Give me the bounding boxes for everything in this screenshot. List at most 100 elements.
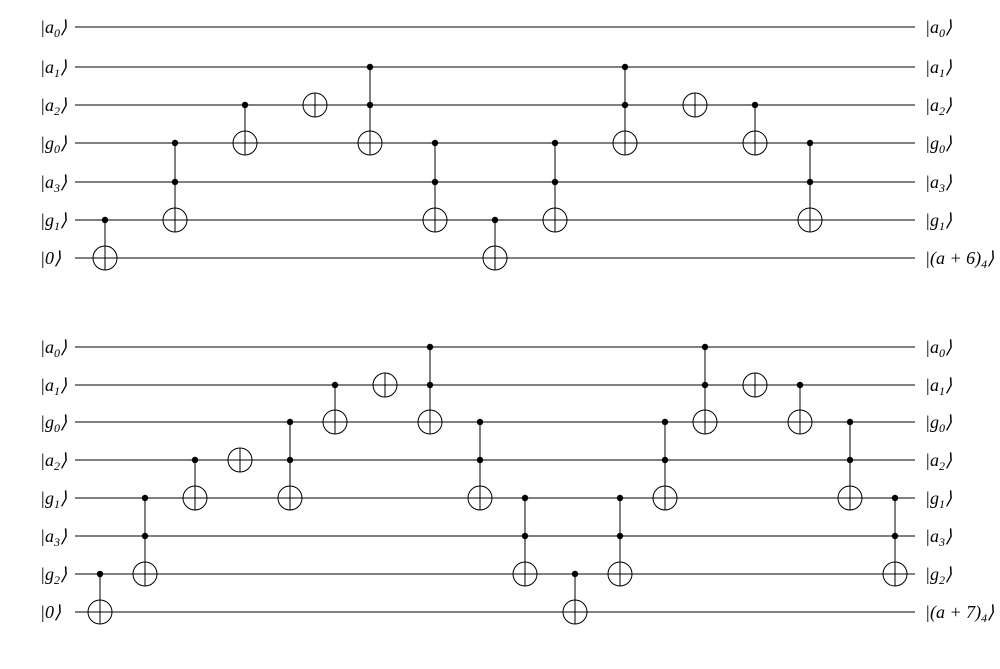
- label-in-z: |0⟩: [40, 248, 61, 268]
- label-in-g1: |g1⟩: [40, 488, 67, 511]
- gate-2: [233, 102, 257, 155]
- gate-14: [743, 373, 767, 397]
- quantum-circuit-diagram: |a0⟩ |a0⟩ |a1⟩ |a1⟩ |a2⟩ |a2⟩ |g0⟩ |g0⟩ |a3⟩ |a3⟩…: [0, 0, 1000, 669]
- control-dot: [142, 533, 148, 539]
- gate-11: [608, 495, 632, 586]
- gate-4: [358, 64, 382, 155]
- gate-2: [183, 457, 207, 510]
- label-out-a2: |a2⟩: [925, 450, 952, 473]
- label-out-g0: |g0⟩: [925, 412, 952, 435]
- control-dot: [702, 344, 708, 350]
- label-in-a1: |a1⟩: [40, 57, 67, 80]
- control-dot: [752, 102, 758, 108]
- control-dot: [102, 217, 108, 223]
- control-dot: [552, 140, 558, 146]
- label-in-a2: |a2⟩: [40, 95, 67, 118]
- control-dot: [662, 457, 668, 463]
- label-in-z: |0⟩: [40, 602, 61, 622]
- control-dot: [807, 140, 813, 146]
- control-dot: [622, 102, 628, 108]
- gate-7: [543, 140, 567, 232]
- control-dot: [522, 495, 528, 501]
- control-dot: [892, 495, 898, 501]
- label-in-g1: |g1⟩: [40, 210, 67, 233]
- control-dot: [477, 419, 483, 425]
- gate-0: [93, 217, 117, 270]
- circuit-a-plus-7: [75, 344, 915, 624]
- gate-7: [418, 344, 442, 434]
- control-dot: [847, 419, 853, 425]
- control-dot: [847, 457, 853, 463]
- control-dot: [287, 457, 293, 463]
- label-out-g1: |g1⟩: [925, 488, 952, 511]
- control-dot: [287, 419, 293, 425]
- gate-1: [133, 495, 157, 586]
- label-in-g0: |g0⟩: [40, 412, 67, 435]
- control-dot: [367, 102, 373, 108]
- gate-1: [163, 140, 187, 232]
- label-in-a3: |a3⟩: [40, 526, 67, 549]
- gate-16: [838, 419, 862, 510]
- label-out-g0: |g0⟩: [925, 133, 952, 156]
- gate-15: [788, 382, 812, 434]
- gate-8: [468, 419, 492, 510]
- control-dot: [477, 457, 483, 463]
- gate-6: [373, 373, 397, 397]
- label-out-a3: |a3⟩: [925, 172, 952, 195]
- gate-4: [278, 419, 302, 510]
- gate-3: [303, 93, 327, 117]
- control-dot: [172, 140, 178, 146]
- label-out-a0: |a0⟩: [925, 17, 952, 40]
- gate-10: [563, 571, 587, 624]
- label-in-g0: |g0⟩: [40, 133, 67, 156]
- control-dot: [427, 344, 433, 350]
- label-out-a2: |a2⟩: [925, 95, 952, 118]
- label-in-a3: |a3⟩: [40, 172, 67, 195]
- label-out-g2: |g2⟩: [925, 564, 952, 587]
- gate-0: [88, 571, 112, 624]
- gate-13: [693, 344, 717, 434]
- gate-12: [653, 419, 677, 510]
- gate-5: [323, 382, 347, 434]
- control-dot: [807, 179, 813, 185]
- control-dot: [427, 382, 433, 388]
- gate-9: [513, 495, 537, 586]
- control-dot: [432, 179, 438, 185]
- gate-5: [423, 140, 447, 232]
- control-dot: [617, 533, 623, 539]
- label-in-a2: |a2⟩: [40, 450, 67, 473]
- gate-3: [228, 448, 252, 472]
- control-dot: [172, 179, 178, 185]
- circuit-a-plus-6: [75, 27, 915, 270]
- gate-6: [483, 217, 507, 270]
- control-dot: [552, 179, 558, 185]
- label-in-a1: |a1⟩: [40, 375, 67, 398]
- control-dot: [702, 382, 708, 388]
- label-in-a0: |a0⟩: [40, 337, 67, 360]
- label-out-z: |(a + 6)4⟩: [925, 248, 994, 271]
- label-out-g1: |g1⟩: [925, 210, 952, 233]
- control-dot: [662, 419, 668, 425]
- control-dot: [492, 217, 498, 223]
- label-out-z: |(a + 7)4⟩: [925, 602, 994, 625]
- control-dot: [97, 571, 103, 577]
- gate-8: [613, 64, 637, 155]
- control-dot: [892, 533, 898, 539]
- label-out-a1: |a1⟩: [925, 57, 952, 80]
- control-dot: [242, 102, 248, 108]
- label-out-a0: |a0⟩: [925, 337, 952, 360]
- control-dot: [522, 533, 528, 539]
- control-dot: [622, 64, 628, 70]
- control-dot: [192, 457, 198, 463]
- gate-11: [798, 140, 822, 232]
- control-dot: [432, 140, 438, 146]
- control-dot: [617, 495, 623, 501]
- control-dot: [367, 64, 373, 70]
- label-out-a3: |a3⟩: [925, 526, 952, 549]
- label-out-a1: |a1⟩: [925, 375, 952, 398]
- label-in-a0: |a0⟩: [40, 17, 67, 40]
- control-dot: [142, 495, 148, 501]
- control-dot: [332, 382, 338, 388]
- control-dot: [572, 571, 578, 577]
- control-dot: [797, 382, 803, 388]
